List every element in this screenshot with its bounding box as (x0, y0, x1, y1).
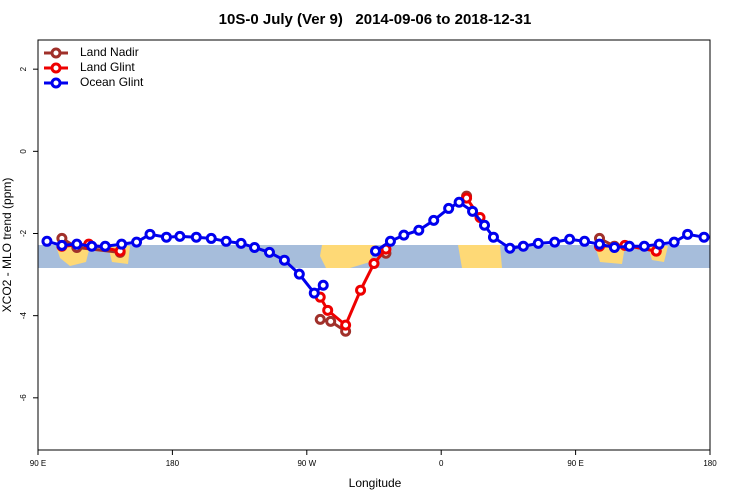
point (160, 231, 172, 243)
point (453, 196, 465, 208)
point (322, 304, 334, 316)
point (99, 240, 111, 252)
legend-marker (50, 62, 62, 74)
point (564, 233, 576, 245)
point (355, 284, 367, 296)
point (144, 228, 156, 240)
point (325, 315, 337, 327)
x-tick-label: 90 E (30, 459, 46, 468)
x-tick-label: 90 E (567, 459, 583, 468)
x-tick-label: 180 (703, 459, 717, 468)
point (487, 231, 499, 243)
point (682, 228, 694, 240)
y-tick-label: -6 (19, 394, 28, 402)
point (467, 205, 479, 217)
chart-title: 10S-0 July (Ver 9) 2014-09-06 to 2018-12… (219, 11, 532, 28)
land-patch (458, 245, 502, 268)
y-tick-label: -2 (19, 229, 28, 237)
legend-marker (50, 77, 62, 89)
point (579, 235, 591, 247)
point (593, 238, 605, 250)
point (369, 245, 381, 257)
x-tick-label: 90 W (297, 459, 316, 468)
point (698, 231, 710, 243)
y-tick-label: 0 (19, 149, 28, 154)
x-tick-label: 180 (166, 459, 180, 468)
land-patch (320, 245, 376, 268)
point (131, 236, 143, 248)
point (549, 236, 561, 248)
point (86, 240, 98, 252)
point (653, 238, 665, 250)
point (235, 237, 247, 249)
point (479, 219, 491, 231)
point (174, 230, 186, 242)
point (278, 254, 290, 266)
point (443, 202, 455, 214)
plot-frame (37, 39, 711, 451)
x-axis-label: Longitude (349, 476, 402, 490)
y-axis-label: XCO2 - MLO trend (ppm) (0, 178, 14, 313)
point (368, 257, 380, 269)
point (308, 287, 320, 299)
legend-label: Ocean Glint (80, 75, 144, 89)
point (56, 239, 68, 251)
point (293, 268, 305, 280)
point (71, 238, 83, 250)
point (116, 238, 128, 250)
x-tick-label: 0 (439, 459, 444, 468)
point (532, 237, 544, 249)
point (317, 279, 329, 291)
legend-label: Land Glint (80, 60, 135, 74)
point (205, 232, 217, 244)
point (314, 313, 326, 325)
y-tick-label: -4 (19, 312, 28, 320)
ocean-band (38, 245, 710, 268)
point (263, 246, 275, 258)
point (638, 240, 650, 252)
point (668, 236, 680, 248)
legend-marker (50, 47, 62, 59)
point (340, 319, 352, 331)
point (41, 235, 53, 247)
point (517, 240, 529, 252)
point (608, 241, 620, 253)
point (504, 242, 516, 254)
y-tick-label: 2 (19, 66, 28, 71)
legend-label: Land Nadir (80, 45, 139, 59)
point (190, 231, 202, 243)
point (398, 229, 410, 241)
point (413, 224, 425, 236)
point (249, 241, 261, 253)
point (220, 235, 232, 247)
point (428, 214, 440, 226)
point (384, 235, 396, 247)
point (623, 240, 635, 252)
